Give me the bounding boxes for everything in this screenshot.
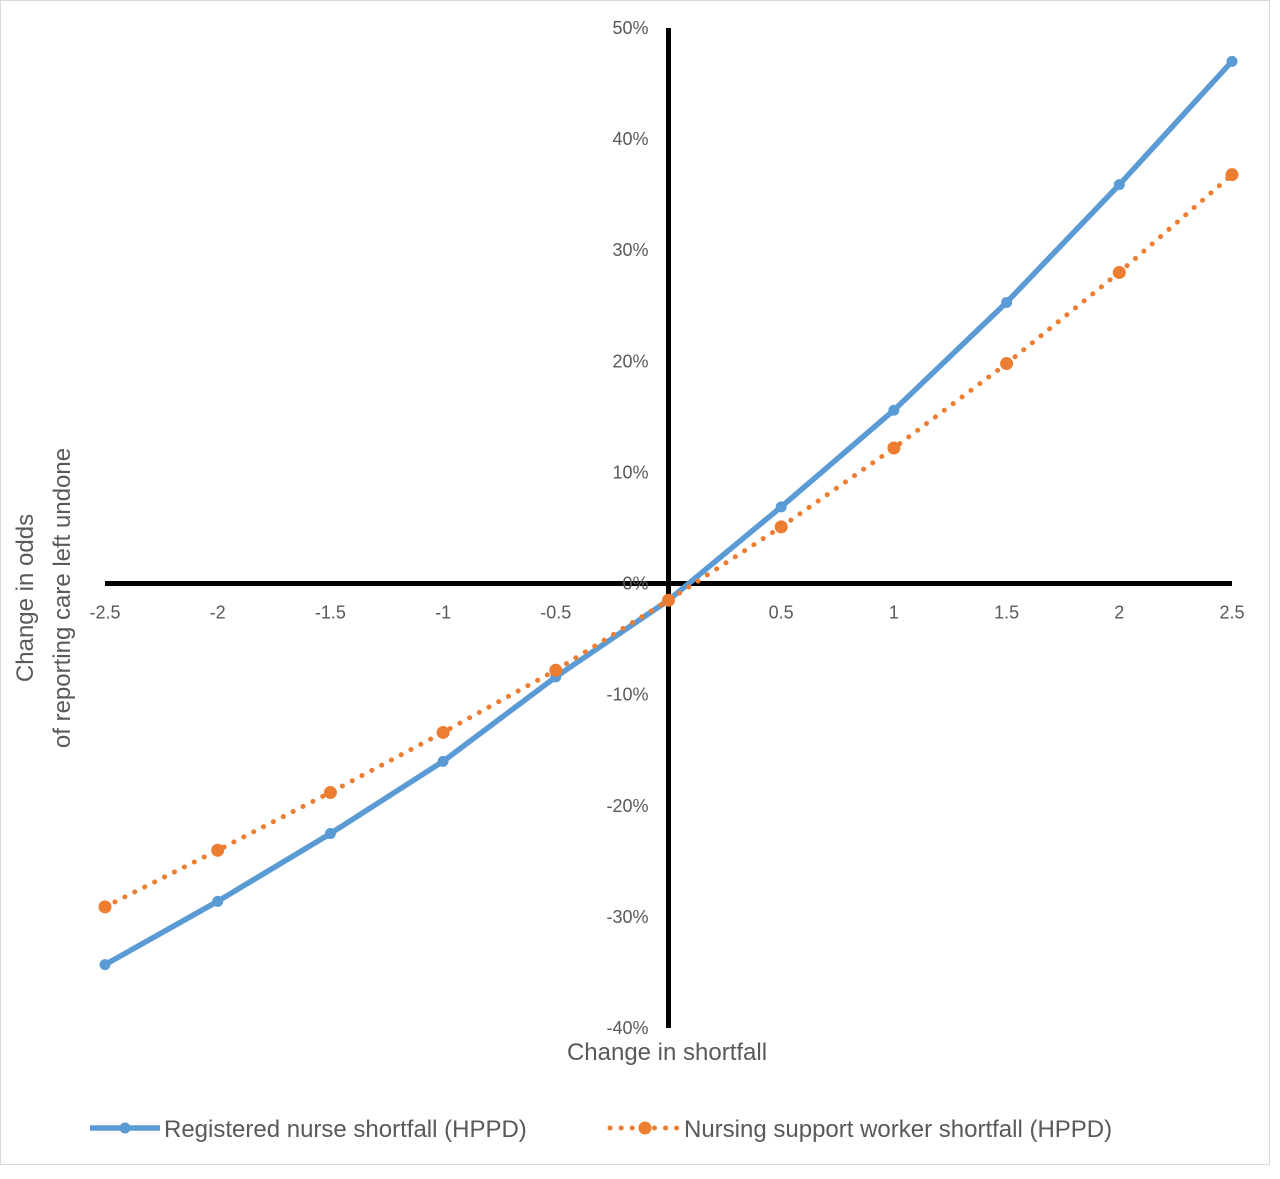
data-point — [1001, 296, 1013, 308]
legend-marker-nursing-support-worker — [638, 1121, 652, 1135]
y-tick-label: 10% — [612, 462, 648, 482]
data-point — [1000, 357, 1014, 371]
x-tick-label: -0.5 — [540, 603, 571, 623]
y-tick-label: -40% — [606, 1018, 648, 1038]
y-tick-label: 30% — [612, 240, 648, 260]
data-point — [323, 785, 337, 799]
x-tick-label: 2 — [1114, 603, 1124, 623]
legend: Registered nurse shortfall (HPPD) Nursin… — [90, 1116, 1112, 1143]
data-point — [436, 725, 450, 739]
x-tick-label: 1.5 — [994, 603, 1019, 623]
legend-marker-registered-nurse — [119, 1122, 131, 1134]
x-tick-label: -1 — [435, 603, 451, 623]
data-point — [1226, 55, 1238, 67]
y-tick-label: 40% — [612, 129, 648, 149]
y-tick-label: -20% — [606, 796, 648, 816]
y-tick-label: -30% — [606, 907, 648, 927]
legend-label-registered-nurse: Registered nurse shortfall (HPPD) — [164, 1116, 527, 1143]
legend-item-registered-nurse: Registered nurse shortfall (HPPD) — [90, 1116, 527, 1143]
data-point — [212, 895, 224, 907]
data-point — [99, 959, 111, 971]
x-axis-title: Change in shortfall — [567, 1039, 767, 1066]
data-point — [774, 520, 788, 534]
y-tick-labels: 50% 40% 30% 20% 10% 0% -10% -20% -30% -40% — [606, 18, 648, 1038]
y-axis-title-line-1: Change in odds — [12, 514, 39, 682]
x-tick-labels: -2.5 -2 -1.5 -1 -0.5 0.5 1 1.5 2 2.5 — [89, 603, 1244, 623]
y-tick-label: 20% — [612, 351, 648, 371]
data-point — [98, 900, 112, 914]
x-tick-label: -2.5 — [89, 603, 120, 623]
data-point — [888, 404, 900, 416]
data-point — [1225, 168, 1239, 182]
x-tick-label: 2.5 — [1219, 603, 1244, 623]
x-tick-label: 1 — [889, 603, 899, 623]
data-point — [437, 755, 449, 767]
legend-label-nursing-support-worker: Nursing support worker shortfall (HPPD) — [684, 1116, 1112, 1143]
x-tick-label: -2 — [210, 603, 226, 623]
x-tick-label: -1.5 — [315, 603, 346, 623]
y-tick-label: -10% — [606, 685, 648, 705]
data-point — [211, 843, 225, 857]
data-point — [662, 593, 675, 607]
data-point — [775, 501, 787, 513]
x-tick-label: 0.5 — [769, 603, 794, 623]
y-axis-title: Change in odds of reporting care left un… — [12, 448, 76, 748]
y-tick-label: 50% — [612, 18, 648, 38]
y-tick-label: 0% — [622, 574, 648, 594]
data-point — [887, 441, 901, 455]
axes — [105, 28, 1232, 1028]
series-layer — [98, 55, 1239, 971]
y-axis-title-line-2: of reporting care left undone — [49, 448, 76, 748]
legend-item-nursing-support-worker: Nursing support worker shortfall (HPPD) — [607, 1116, 1112, 1143]
data-point — [1112, 265, 1126, 279]
data-point — [549, 663, 563, 677]
data-point — [324, 828, 336, 840]
data-point — [1113, 179, 1125, 191]
